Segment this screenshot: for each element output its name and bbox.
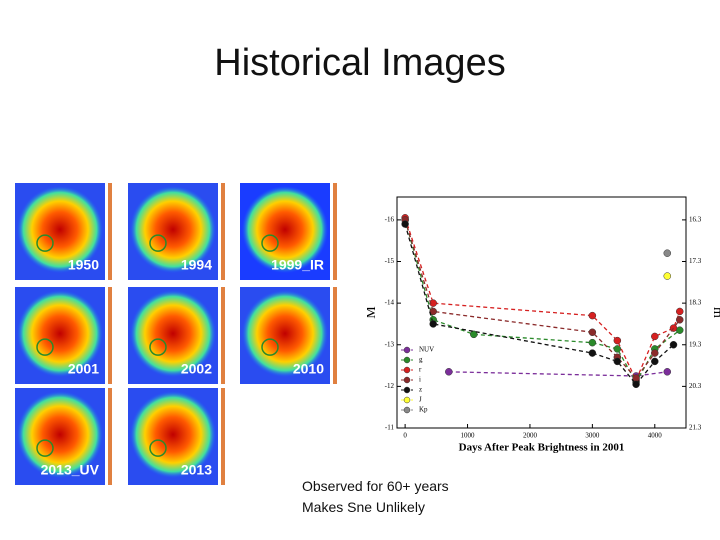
y2-tick-label: 21.3 (689, 424, 702, 432)
data-point (588, 338, 597, 347)
plot-frame (396, 196, 687, 429)
data-point (663, 272, 672, 280)
image-label: 1994 (181, 257, 212, 273)
image-blob (129, 289, 217, 378)
data-point (613, 345, 622, 353)
data-point (445, 368, 453, 376)
data-point (613, 357, 622, 366)
colorbar (108, 183, 112, 280)
caption-line: Makes Sne Unlikely (302, 499, 425, 515)
image-blob (241, 185, 329, 274)
x-axis-label: Days After Peak Brightness in 2001 (459, 442, 625, 454)
data-point (676, 307, 684, 316)
marker-circle (36, 338, 54, 356)
marker-circle (149, 234, 167, 252)
colorbar (333, 287, 337, 384)
y-axis-label: M (367, 306, 379, 319)
y-tick-label: -15 (385, 257, 395, 265)
legend-label: r (419, 366, 422, 374)
legend-marker (403, 386, 411, 394)
data-point (669, 341, 678, 349)
data-point (429, 307, 437, 316)
slide-title: Historical Images (214, 42, 506, 84)
image-label: 2013 (181, 462, 212, 478)
caption-line: Observed for 60+ years (302, 478, 449, 494)
legend-label: i (419, 376, 421, 384)
data-point (651, 349, 659, 357)
data-point (588, 328, 597, 337)
y-tick-label: -14 (385, 299, 395, 307)
y2-tick-label: 17.3 (689, 257, 702, 265)
marker-circle (36, 439, 54, 457)
data-point (588, 349, 597, 357)
data-point (663, 368, 672, 376)
image-blob (16, 289, 104, 378)
data-point (613, 336, 622, 345)
y2-tick-label: 18.3 (689, 299, 702, 307)
legend-label: Kp (419, 406, 428, 414)
y-tick-label: -16 (385, 216, 395, 224)
image-label: 1999_IR (271, 257, 324, 273)
y-tick-label: -13 (385, 340, 395, 348)
image-blob (241, 289, 329, 378)
data-point (663, 249, 672, 257)
data-point (429, 320, 437, 328)
y2-tick-label: 20.3 (689, 382, 702, 390)
legend-label: J (419, 396, 422, 404)
colorbar (108, 388, 112, 485)
x-tick-label: 1000 (461, 432, 476, 440)
data-point (470, 330, 478, 339)
data-point (429, 299, 437, 307)
marker-circle (261, 338, 279, 356)
marker-circle (149, 439, 167, 457)
legend-marker (403, 356, 411, 364)
chart: 0 1000 2000 3000 4000 -16 -15 -14 -13 -12 -11 16.3 1… (367, 196, 720, 454)
image-grid: 1950 1994 1999_IR 2001 2002 2010 2013_UV 2013 (15, 183, 337, 485)
image-label: 2002 (181, 361, 212, 377)
y-tick-label: -11 (385, 424, 395, 432)
legend-marker (403, 366, 411, 374)
legend-label: z (419, 386, 422, 394)
marker-circle (261, 234, 279, 252)
legend-marker (403, 376, 411, 384)
data-point (676, 326, 684, 334)
x-tick-label: 2000 (523, 432, 538, 440)
legend-label: g (419, 356, 423, 364)
data-point (401, 220, 409, 228)
legend-marker (403, 406, 411, 414)
image-blob (129, 185, 217, 274)
y2-tick-label: 19.3 (689, 340, 702, 348)
image-label: 1950 (68, 257, 99, 273)
colorbar (221, 183, 225, 280)
data-point (588, 311, 597, 320)
image-label: 2010 (293, 361, 324, 377)
marker-circle (36, 234, 54, 252)
data-point (676, 316, 684, 324)
colorbar (108, 287, 112, 384)
x-tick-label: 4000 (648, 432, 663, 440)
data-point (651, 357, 659, 366)
data-point (632, 380, 640, 389)
y2-tick-label: 16.3 (689, 216, 702, 224)
marker-circle (149, 338, 167, 356)
x-tick-label: 3000 (585, 432, 600, 440)
x-tick-label: 0 (403, 432, 407, 440)
image-label: 2013_UV (41, 462, 100, 478)
image-blob (16, 185, 104, 274)
image-blob (129, 390, 217, 479)
legend-marker (403, 396, 411, 404)
colorbar (221, 388, 225, 485)
image-label: 2001 (68, 361, 99, 377)
y-tick-label: -12 (385, 382, 395, 390)
image-blob (16, 390, 104, 479)
colorbar (221, 287, 225, 384)
y2-axis-label: m (710, 307, 720, 318)
legend-marker (403, 346, 411, 354)
caption: Observed for 60+ years Makes Sne Unlikel… (302, 476, 449, 518)
data-point (651, 332, 659, 341)
colorbar (333, 183, 337, 280)
legend-label: NUV (419, 346, 434, 354)
